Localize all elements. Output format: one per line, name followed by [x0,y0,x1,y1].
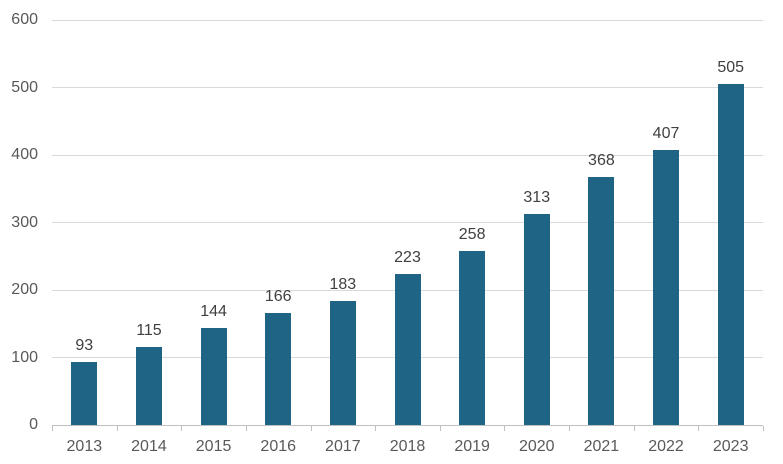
bar-2013 [71,362,98,425]
y-axis-tick-label: 400 [11,146,38,163]
x-axis-tick [763,426,764,431]
bar-2018 [394,274,421,425]
y-axis-tick-label: 0 [29,416,38,433]
bar-2021 [588,177,615,425]
data-label-2016: 166 [264,288,292,305]
x-axis-tick [52,426,53,431]
data-label-2013: 93 [75,337,94,354]
y-axis-tick-label: 500 [11,78,38,96]
bar-2022 [653,150,680,425]
x-axis-tick [245,426,247,431]
x-axis-tick [504,426,506,431]
x-axis-category-label-2020: 2020 [518,438,555,455]
x-axis-tick [310,426,312,431]
x-axis-category-label-2022: 2022 [648,438,684,455]
x-axis-category-label-2016: 2016 [260,438,297,455]
x-axis-category-label-2023: 2023 [712,438,749,455]
bar-2015 [200,328,227,425]
data-label-2020: 313 [523,189,551,206]
x-axis-tick [633,426,635,431]
bar-2017 [329,301,356,425]
gridline [52,87,763,88]
data-label-2021: 368 [588,152,615,169]
x-axis-tick [569,426,571,431]
y-axis-tick-label: 300 [11,213,38,231]
data-label-2018: 223 [394,249,421,266]
x-axis-tick [181,426,183,431]
x-axis-line [52,425,763,426]
data-label-2022: 407 [652,125,680,142]
x-axis-tick [439,426,441,431]
bar-2020 [523,214,550,425]
data-label-2014: 115 [136,322,162,339]
bar-2016 [265,313,292,425]
y-axis-tick-label: 600 [11,11,38,28]
x-axis-category-label-2021: 2021 [583,438,620,455]
gridline [52,19,763,21]
x-axis-category-label-2013: 2013 [66,438,103,455]
x-axis-category-label-2017: 2017 [325,438,361,455]
data-label-2019: 258 [458,226,486,243]
y-axis-tick-label: 100 [11,348,38,366]
data-label-2023: 505 [717,59,745,76]
bar-2023 [717,84,744,425]
y-axis-tick-label: 200 [11,281,38,298]
bar-2019 [459,251,486,425]
x-axis-category-label-2014: 2014 [131,438,167,455]
x-axis-category-label-2015: 2015 [195,438,232,455]
x-axis-tick [116,426,118,431]
data-label-2017: 183 [329,276,357,293]
x-axis-tick [375,426,377,431]
data-label-2015: 144 [200,303,227,320]
x-axis-category-label-2018: 2018 [389,438,426,455]
x-axis-category-label-2019: 2019 [454,438,490,455]
bar-2014 [135,347,162,425]
x-axis-tick [698,426,700,431]
